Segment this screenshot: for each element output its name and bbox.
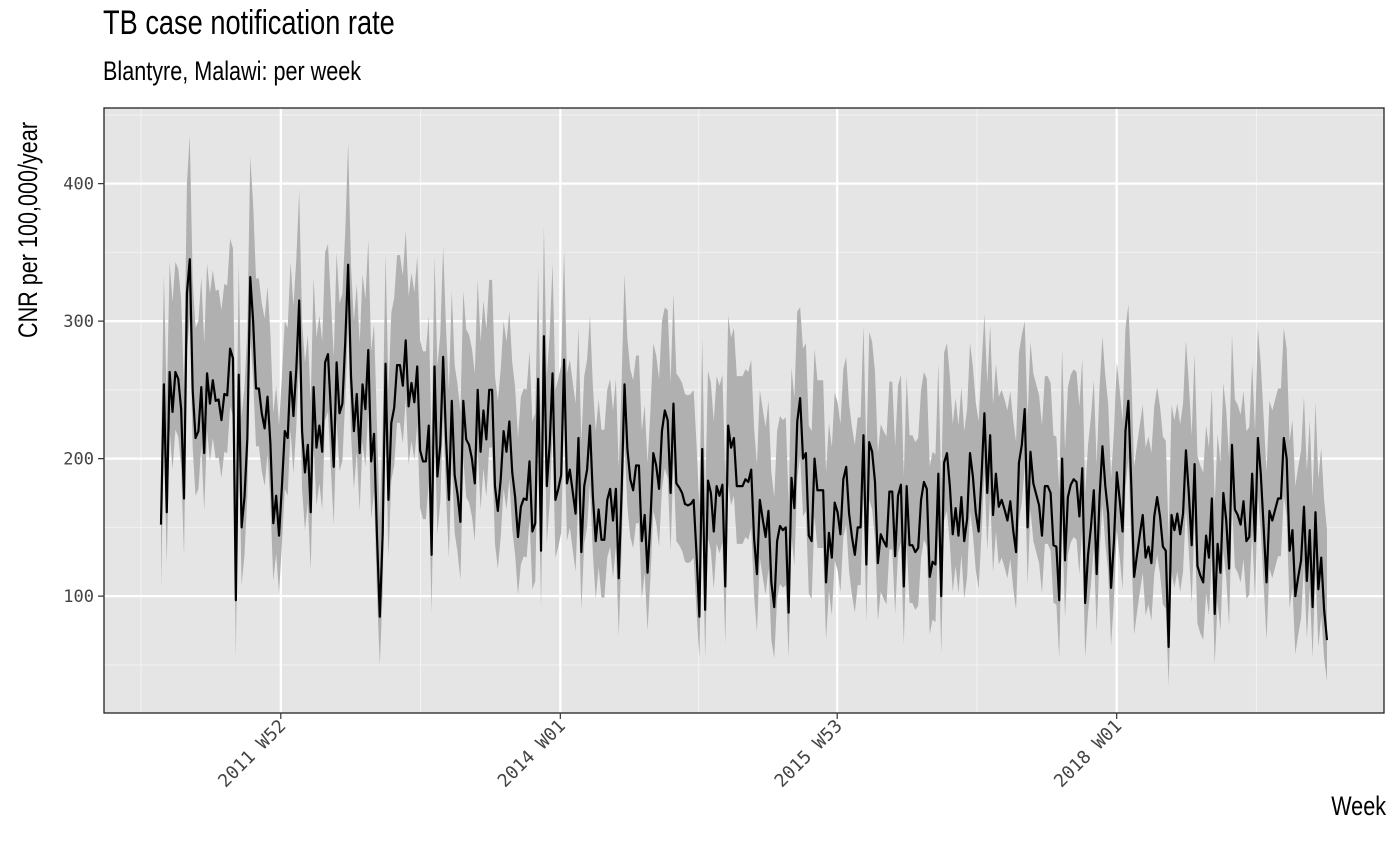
chart-subtitle: Blantyre, Malawi: per week [103, 56, 362, 86]
x-axis-title: Week [1331, 792, 1386, 822]
confidence-band [161, 135, 1327, 686]
y-tick-label: 400 [63, 175, 94, 195]
x-tick-label: 2011 W52 [214, 716, 290, 792]
x-axis: 2011 W52 2014 W01 2015 W53 2018 W01 [214, 713, 1126, 792]
cnr-series-line [159, 258, 1329, 649]
y-axis-title: CNR per 100,000/year [14, 122, 44, 338]
y-tick-label: 200 [63, 450, 94, 470]
x-tick-label: 2014 W01 [494, 716, 570, 792]
chart-title: TB case notification rate [103, 4, 395, 42]
y-tick-label: 100 [63, 587, 94, 607]
plot-border [103, 107, 1385, 714]
x-tick-label: 2015 W53 [771, 716, 847, 792]
y-tick-label: 300 [63, 312, 94, 332]
y-axis: 100 200 300 400 [63, 175, 104, 607]
x-tick-label: 2018 W01 [1050, 716, 1126, 792]
